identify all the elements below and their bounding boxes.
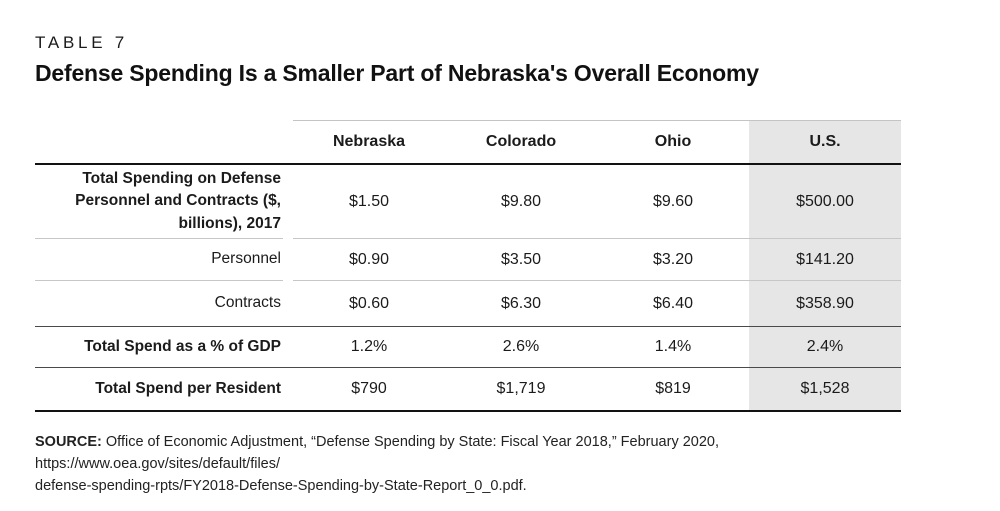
column-header-colorado: Colorado xyxy=(445,120,597,163)
row-label: Total Spending on Defense Personnel and … xyxy=(35,165,283,239)
cell-value: $9.80 xyxy=(445,165,597,239)
row-label: Total Spend per Resident xyxy=(95,379,281,397)
cell-value: $819 xyxy=(655,380,691,397)
table-kicker: TABLE 7 xyxy=(35,33,128,52)
cell-value: $9.60 xyxy=(597,165,749,239)
source-text: Office of Economic Adjustment, “Defense … xyxy=(35,434,720,472)
row-label: Total Spend as a % of GDP xyxy=(84,337,281,355)
page-title: Defense Spending Is a Smaller Part of Ne… xyxy=(35,60,759,86)
page: TABLE 7 Defense Spending Is a Smaller Pa… xyxy=(35,0,965,497)
cell-value-us: $500.00 xyxy=(749,165,901,239)
column-gap xyxy=(283,239,293,281)
cell-value: $0.60 xyxy=(348,294,390,312)
column-header-ohio: Ohio xyxy=(597,120,749,163)
column-header-nebraska: Nebraska xyxy=(293,120,445,163)
defense-spending-table: Nebraska Colorado Ohio U.S. Total Spendi… xyxy=(35,120,901,412)
cell-value: $1.50 xyxy=(293,165,445,239)
cell-value-us: $1,528 xyxy=(749,368,901,410)
source-line-2: defense-spending-rpts/FY2018-Defense-Spe… xyxy=(35,478,527,494)
cell-value: 2.6% xyxy=(502,338,540,355)
column-gap xyxy=(283,281,293,326)
cell-value: $3.50 xyxy=(445,239,597,281)
table-row-contracts: Contracts $0.60 $6.30 $6.40 $358.90 xyxy=(35,281,901,327)
table-row-personnel: Personnel $0.90 $3.50 $3.20 $141.20 xyxy=(35,239,901,281)
cell-value-us: 2.4% xyxy=(749,327,901,367)
cell-value: $6.40 xyxy=(652,294,694,312)
column-gap xyxy=(283,368,293,410)
source-note: SOURCE: Office of Economic Adjustment, “… xyxy=(35,431,965,497)
cell-value-us: $141.20 xyxy=(749,239,901,281)
column-gap xyxy=(283,165,293,239)
cell-value: 1.2% xyxy=(350,338,388,355)
cell-value: $0.90 xyxy=(293,239,445,281)
table-row-per-resident: Total Spend per Resident $790 $1,719 $81… xyxy=(35,368,901,412)
cell-value: $6.30 xyxy=(500,294,542,312)
table-row-total-spending: Total Spending on Defense Personnel and … xyxy=(35,165,901,239)
cell-value: 1.4% xyxy=(654,338,692,355)
header-empty-cell xyxy=(35,120,283,163)
source-label: SOURCE: xyxy=(35,434,102,450)
table-header-row: Nebraska Colorado Ohio U.S. xyxy=(35,120,901,165)
column-gap xyxy=(283,327,293,367)
column-header-us: U.S. xyxy=(749,120,901,163)
cell-value-us: $358.90 xyxy=(749,281,901,326)
cell-value: $1,719 xyxy=(496,380,546,397)
row-label: Contracts xyxy=(214,294,281,312)
column-gap xyxy=(283,120,293,163)
cell-value: $3.20 xyxy=(597,239,749,281)
source-line-1: SOURCE: Office of Economic Adjustment, “… xyxy=(35,431,965,475)
cell-value: $790 xyxy=(351,380,387,397)
table-row-percent-gdp: Total Spend as a % of GDP 1.2% 2.6% 1.4%… xyxy=(35,327,901,368)
row-label: Personnel xyxy=(35,239,283,281)
